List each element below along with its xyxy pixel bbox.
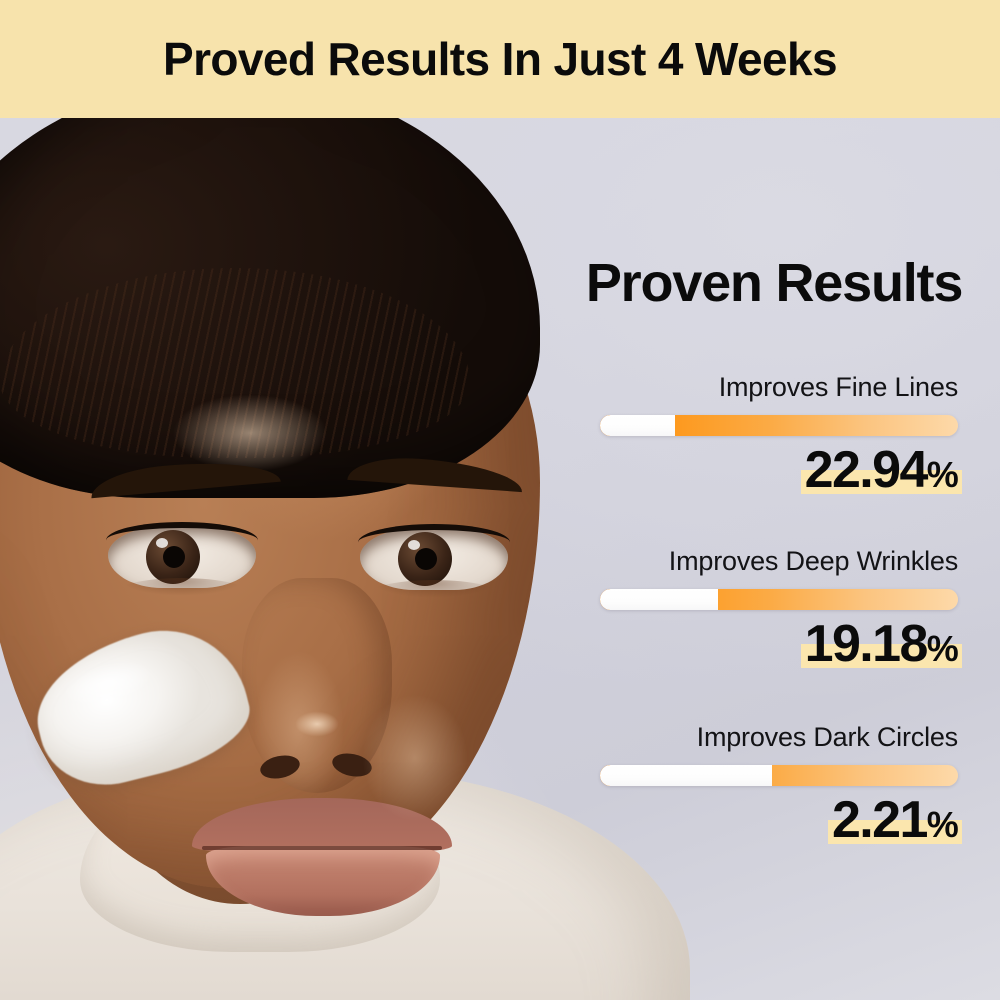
metric-number-text: 19.18 xyxy=(804,615,929,673)
nose-shape xyxy=(242,578,392,793)
nose-highlight xyxy=(286,706,348,742)
metric-item: Improves Deep Wrinkles 19.18% xyxy=(560,546,1000,672)
eye-pupil xyxy=(415,548,437,570)
percent-symbol: % xyxy=(926,804,959,845)
progress-bar-white-fill xyxy=(600,765,772,786)
progress-bar xyxy=(600,415,958,436)
eye-left xyxy=(106,522,258,612)
metric-label: Improves Dark Circles xyxy=(696,722,959,752)
header-banner: Proved Results In Just 4 Weeks xyxy=(0,0,1000,118)
percent-symbol: % xyxy=(926,454,959,495)
metric-label: Improves Deep Wrinkles xyxy=(668,546,958,576)
progress-bar-white-fill xyxy=(600,589,719,610)
results-panel: Proven Results Improves Fine Lines 22.94… xyxy=(560,118,1000,1000)
metric-value: 2.21% xyxy=(560,792,1000,848)
eye-pupil xyxy=(163,546,185,568)
portrait-photo xyxy=(0,118,1000,1000)
banner-title: Proved Results In Just 4 Weeks xyxy=(163,33,838,85)
metric-number-text: 22.94 xyxy=(804,441,929,499)
metric-number-text: 2.21 xyxy=(831,791,928,849)
eye-right xyxy=(358,524,510,614)
metric-label: Improves Fine Lines xyxy=(718,372,959,402)
metric-value: 19.18% xyxy=(560,616,1000,672)
metric-value-number: 2.21% xyxy=(827,791,963,849)
progress-bar xyxy=(600,765,958,786)
metric-value-number: 22.94% xyxy=(800,441,963,499)
metric-value-number: 19.18% xyxy=(800,615,963,673)
progress-bar-white-fill xyxy=(600,415,676,436)
panel-title: Proven Results xyxy=(585,253,964,313)
under-eye-shadow xyxy=(112,578,252,612)
eyelash-line xyxy=(106,522,258,544)
progress-bar xyxy=(600,589,958,610)
eyelash-line xyxy=(358,524,510,546)
metric-item: Improves Fine Lines 22.94% xyxy=(560,372,1000,498)
metric-value: 22.94% xyxy=(560,442,1000,498)
lip-line xyxy=(202,846,442,850)
metric-item: Improves Dark Circles 2.21% xyxy=(560,722,1000,848)
cheek-highlight xyxy=(340,668,490,848)
lower-lip xyxy=(206,846,440,916)
lips-shape xyxy=(192,798,452,918)
model-figure xyxy=(0,118,690,1000)
under-eye-shadow xyxy=(364,580,504,614)
percent-symbol: % xyxy=(926,628,959,669)
